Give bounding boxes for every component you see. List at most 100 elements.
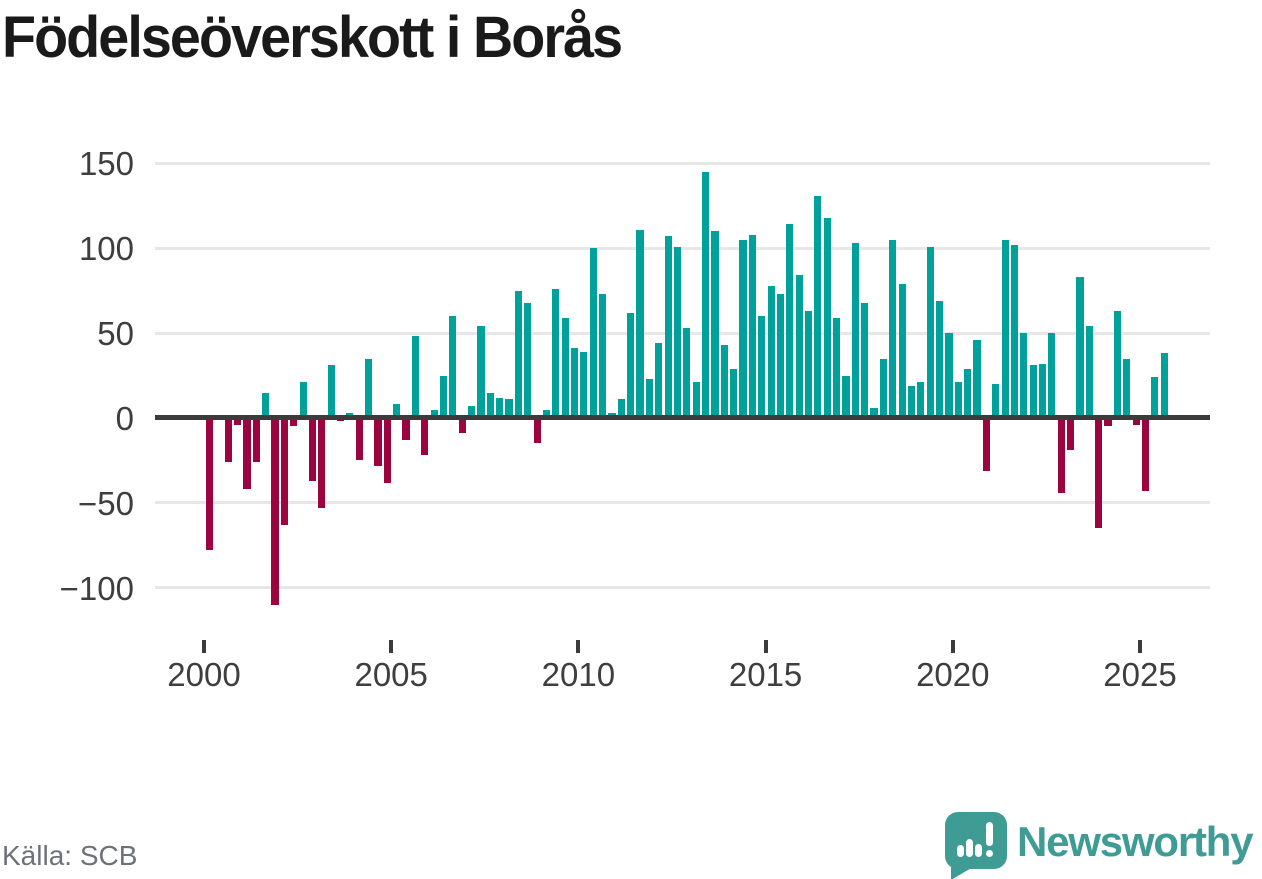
source-note: Källa: SCB: [2, 840, 138, 871]
bar: [505, 399, 513, 418]
bar: [776, 294, 785, 418]
bar: [935, 300, 944, 418]
newsworthy-logo: Newsworthy: [945, 810, 1260, 879]
bar: [552, 288, 560, 418]
bar: [533, 418, 541, 444]
x-axis-label: 2020: [916, 656, 990, 693]
bar: [1095, 418, 1103, 529]
bar: [655, 343, 663, 418]
bar: [486, 392, 494, 418]
bar: [804, 311, 813, 418]
bar: [599, 294, 607, 418]
bar: [645, 378, 653, 418]
bar: [982, 418, 990, 471]
bar: [870, 407, 878, 418]
bar: [964, 368, 972, 418]
bar: [861, 302, 869, 418]
bar: [1010, 244, 1019, 418]
gridline-100: [155, 246, 1210, 250]
x-axis-tick: [950, 640, 955, 653]
x-axis-tick: [389, 640, 394, 653]
bar: [786, 224, 794, 418]
bar: [730, 368, 738, 418]
x-axis-tick: [763, 640, 768, 653]
bar: [1104, 418, 1112, 427]
bar: [580, 351, 588, 418]
bar: [374, 418, 382, 466]
bar: [524, 302, 532, 418]
gridline--100: [155, 586, 1210, 590]
x-axis-tick: [202, 640, 206, 653]
bar: [262, 392, 270, 418]
bar: [748, 234, 756, 418]
logo-mini-bar-2: [966, 839, 973, 857]
bar: [1141, 418, 1150, 491]
logo-mini-bar-3: [975, 844, 982, 857]
bar: [271, 418, 279, 605]
bar: [627, 312, 635, 418]
bar: [1001, 239, 1009, 418]
bar: [739, 239, 747, 418]
bar: [243, 418, 251, 490]
bar: [1076, 277, 1084, 418]
bar: [1113, 311, 1121, 418]
bar: [711, 231, 719, 418]
bar: [1123, 358, 1131, 418]
bar: [701, 171, 710, 418]
bar: [336, 418, 345, 422]
bar: [1132, 418, 1140, 425]
bar: [992, 384, 1000, 418]
bar: [430, 409, 438, 418]
gridline-50: [155, 331, 1210, 335]
bar: [1029, 365, 1037, 418]
x-axis-label: 2005: [354, 656, 428, 693]
bar: [514, 290, 522, 418]
bar: [1057, 418, 1065, 493]
y-axis-label: −100: [59, 569, 134, 607]
bar: [1160, 353, 1168, 418]
bar: [692, 382, 700, 418]
logo-mini-bar-1: [957, 845, 964, 857]
zero-axis-line: [155, 415, 1210, 420]
y-axis-label: 150: [78, 145, 134, 183]
newsworthy-chart-bubble-icon: [945, 812, 1007, 879]
logo-exclamation-dot: [986, 850, 993, 857]
bar: [945, 333, 953, 418]
chart-title: Födelseöverskott i Borås: [2, 5, 623, 70]
bar: [402, 418, 410, 441]
bar: [1020, 333, 1028, 418]
bar: [1067, 418, 1075, 451]
bar: [252, 418, 260, 463]
bar: [233, 418, 242, 425]
bar: [542, 409, 551, 418]
bar: [467, 406, 476, 418]
bar: [589, 248, 597, 418]
bar: [926, 246, 934, 418]
bar: [1038, 363, 1047, 418]
bar: [833, 317, 841, 418]
bar: [561, 317, 569, 418]
plot-area: [155, 140, 1210, 640]
speech-bubble-tail: [951, 867, 973, 879]
x-axis-label: 2015: [728, 656, 803, 693]
bar: [421, 418, 429, 456]
bar: [973, 339, 981, 418]
bar: [617, 399, 625, 418]
bar: [673, 246, 682, 418]
bar: [477, 326, 485, 418]
bar: [411, 336, 419, 418]
bar: [458, 418, 466, 434]
bar: [842, 375, 850, 418]
logo-exclamation-icon: [986, 822, 993, 846]
y-axis-label: 0: [115, 400, 134, 437]
bar: [1151, 377, 1159, 418]
bar: [720, 344, 728, 418]
bar: [664, 236, 672, 418]
gridline-150: [155, 161, 1210, 165]
bar: [449, 316, 457, 418]
bar: [767, 285, 775, 418]
bar: [851, 243, 859, 418]
bar: [290, 418, 298, 427]
bar: [439, 375, 448, 418]
bar: [954, 382, 962, 418]
